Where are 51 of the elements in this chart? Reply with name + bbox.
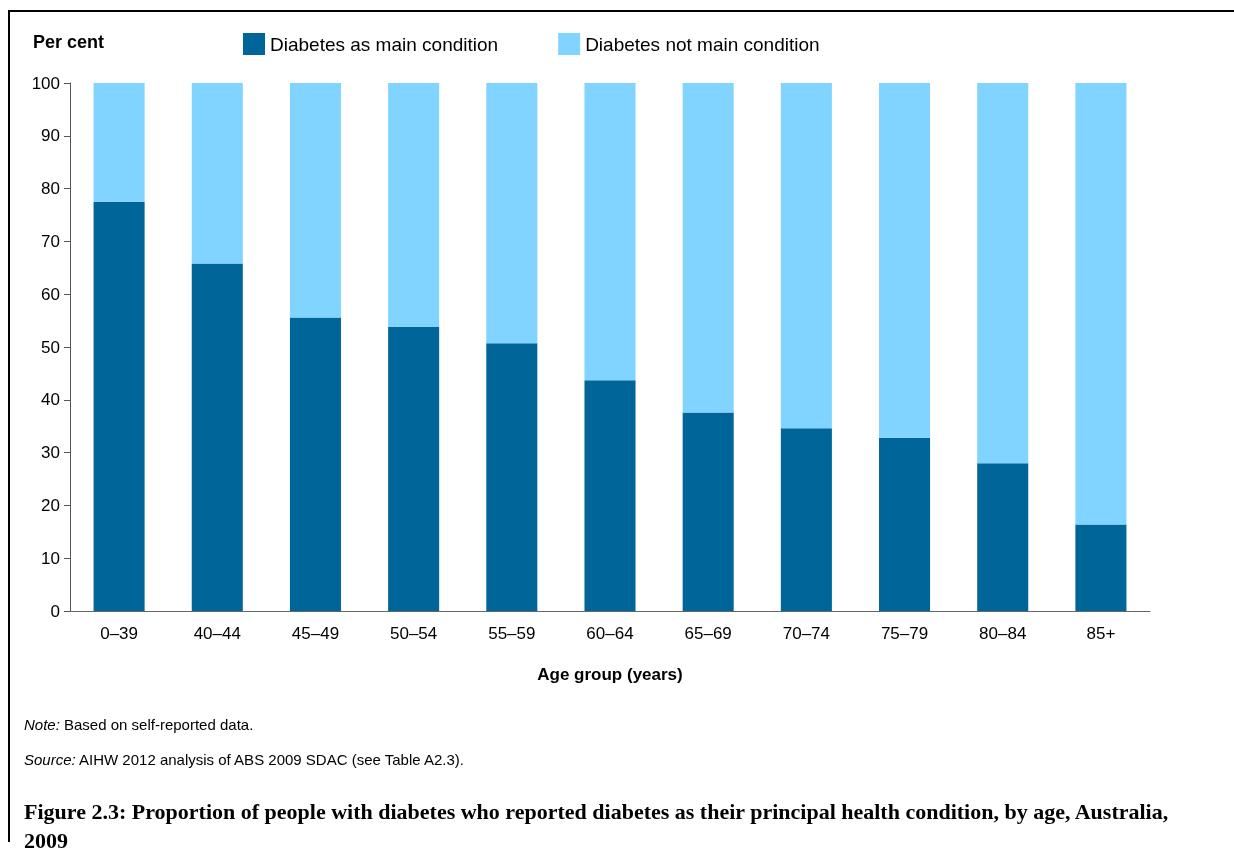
x-axis-title: Age group (years) bbox=[537, 665, 683, 684]
x-tick-label: 60–64 bbox=[586, 624, 634, 643]
y-tick-label: 30 bbox=[41, 443, 60, 463]
source-note: Source: AIHW 2012 analysis of ABS 2009 SDAC (see Table A2.3). bbox=[24, 751, 464, 768]
bar bbox=[780, 428, 832, 611]
y-tick-label: 90 bbox=[41, 126, 60, 146]
bar bbox=[388, 83, 440, 327]
bar bbox=[584, 380, 636, 611]
bar bbox=[191, 263, 243, 611]
x-tick-label: 55–59 bbox=[488, 624, 536, 643]
bar bbox=[93, 83, 145, 202]
y-tick-label: 0 bbox=[50, 601, 60, 621]
x-tick-label: 0–39 bbox=[100, 624, 138, 643]
bar bbox=[977, 463, 1029, 611]
bar bbox=[388, 326, 440, 611]
bar bbox=[780, 83, 832, 429]
y-tick-label: 60 bbox=[41, 284, 60, 304]
y-axis-title: Per cent bbox=[33, 32, 105, 52]
x-tick-label: 40–44 bbox=[193, 624, 241, 643]
bar bbox=[682, 412, 734, 611]
y-tick-label: 40 bbox=[41, 390, 60, 410]
bar bbox=[289, 83, 341, 318]
bar bbox=[289, 317, 341, 611]
text: Figure 2.3: Proportion of people with diabetes who reported diabetes as their principal health condition, by age, Australia, 2009 bbox=[24, 798, 1170, 855]
bar bbox=[977, 83, 1029, 464]
x-tick-label: 50–54 bbox=[390, 624, 438, 643]
x-tick-label: 85+ bbox=[1086, 624, 1116, 643]
bar bbox=[584, 83, 636, 381]
bar bbox=[682, 83, 734, 413]
legend-label: Diabetes as main condition bbox=[270, 33, 499, 55]
x-tick-label: 70–74 bbox=[782, 624, 830, 643]
bar bbox=[1075, 83, 1127, 525]
y-tick-label: 50 bbox=[41, 337, 60, 357]
y-tick-label: 70 bbox=[41, 231, 60, 251]
bar bbox=[879, 437, 931, 611]
bar bbox=[191, 83, 243, 264]
bar bbox=[1075, 524, 1127, 611]
y-tick-label: 100 bbox=[31, 73, 60, 93]
legend-label: Diabetes not main condition bbox=[585, 33, 820, 55]
bar bbox=[486, 83, 538, 344]
bar bbox=[486, 343, 538, 611]
x-tick-label: 65–69 bbox=[684, 624, 732, 643]
x-tick-label: 45–49 bbox=[291, 624, 340, 643]
x-tick-label: 75–79 bbox=[880, 624, 929, 643]
bar bbox=[93, 201, 145, 611]
text: Note: Based on self-reported data. bbox=[24, 716, 255, 733]
bar bbox=[879, 83, 931, 438]
y-tick-label: 20 bbox=[41, 495, 60, 515]
x-tick-label: 80–84 bbox=[979, 624, 1027, 643]
y-tick-label: 10 bbox=[41, 548, 60, 568]
y-tick-label: 80 bbox=[41, 179, 60, 199]
